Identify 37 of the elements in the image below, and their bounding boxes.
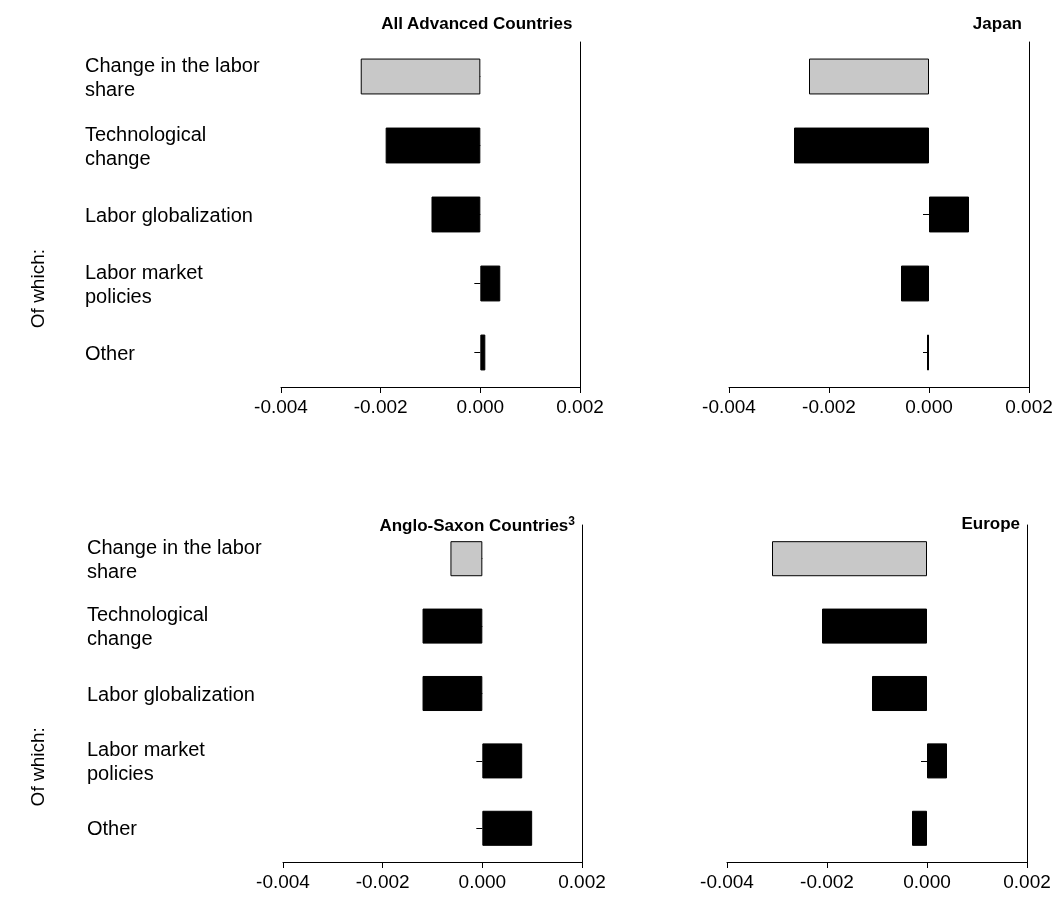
y-axis-title: Of which:	[27, 248, 48, 329]
chart-title: All Advanced Countries	[381, 14, 573, 33]
y-tick-label: Other	[85, 341, 136, 364]
bar	[385, 127, 481, 164]
x-tick-label: -0.004	[254, 396, 309, 417]
bar	[422, 675, 483, 712]
x-tick-label: -0.004	[700, 871, 755, 892]
bar	[431, 196, 481, 233]
x-tick-label: 0.002	[1003, 871, 1051, 892]
y-tick-label: Technological change	[87, 603, 214, 650]
x-tick-label: -0.002	[802, 396, 856, 417]
y-tick-label: Change in the labor share	[85, 53, 266, 100]
y-tick-label: Labor market policies	[87, 737, 211, 784]
x-tick-label: 0.002	[1005, 396, 1053, 417]
y-tick-label: Labor market policies	[85, 260, 209, 307]
y-tick-label: Labor globalization	[85, 203, 253, 226]
chart-title: Europe	[961, 514, 1020, 533]
x-tick-label: -0.004	[256, 871, 311, 892]
x-tick-label: -0.002	[355, 871, 410, 892]
y-axis-title: Of which:	[27, 727, 48, 807]
x-tick-label: 0.002	[556, 396, 604, 417]
y-tick-label: Technological change	[85, 122, 212, 169]
x-tick-label: 0.002	[558, 871, 606, 892]
x-tick-label: -0.002	[353, 396, 408, 417]
chart-title: Japan	[972, 14, 1023, 33]
y-tick-label: Change in the labor share	[87, 535, 268, 582]
bar	[450, 541, 483, 577]
y-tick-label: Other	[87, 817, 138, 840]
x-tick-label: 0.000	[456, 396, 505, 417]
bar	[360, 58, 481, 95]
x-tick-label: 0.000	[905, 396, 953, 417]
x-tick-label: -0.002	[800, 871, 854, 892]
y-tick-label: Labor globalization	[87, 682, 255, 705]
x-tick-label: 0.000	[903, 871, 951, 892]
x-tick-label: -0.004	[702, 396, 757, 417]
x-tick-label: 0.000	[458, 871, 507, 892]
bar	[422, 608, 483, 644]
